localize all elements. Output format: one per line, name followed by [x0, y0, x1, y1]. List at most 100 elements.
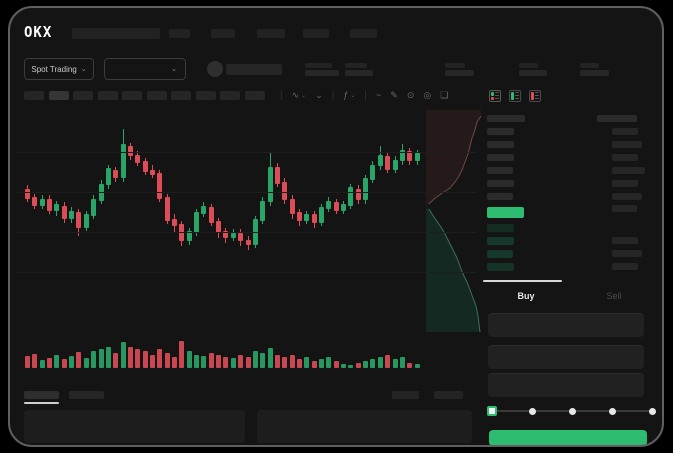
- candle-body: [282, 181, 288, 201]
- orderbook-ask-row[interactable]: [487, 167, 513, 174]
- timeframe-button[interactable]: [97, 91, 118, 100]
- volume-bar: [91, 351, 97, 368]
- indicators-icon[interactable]: ƒ ⌄: [343, 90, 356, 100]
- bottom-tab[interactable]: [69, 391, 104, 399]
- slider-stop[interactable]: [648, 408, 656, 415]
- candle-body: [76, 212, 82, 228]
- candle-body: [32, 197, 38, 206]
- orderbook-ask-row[interactable]: [487, 180, 514, 187]
- nav-menu-item[interactable]: [303, 29, 329, 38]
- place-order-button[interactable]: [489, 430, 647, 445]
- volume-bar: [179, 341, 185, 368]
- nav-menu-item[interactable]: [257, 29, 285, 38]
- candle-body: [399, 149, 405, 162]
- orderbook-bid-row[interactable]: [487, 263, 514, 271]
- candle-body: [311, 214, 317, 223]
- timeframe-button[interactable]: [244, 91, 265, 100]
- orderbook-header-price: [487, 115, 525, 122]
- volume-bar: [238, 355, 244, 368]
- order-amount-field[interactable]: [488, 345, 644, 369]
- timeframe-button[interactable]: [146, 91, 167, 100]
- slider-stop[interactable]: [568, 408, 576, 415]
- nav-menu-item[interactable]: [211, 29, 235, 38]
- timeframe-button[interactable]: [48, 91, 69, 100]
- camera-icon[interactable]: ⊙: [406, 89, 415, 100]
- chart-style-icon[interactable]: ∿ ⌄: [291, 89, 307, 100]
- volume-bar: [194, 355, 200, 368]
- candle-body: [363, 178, 369, 201]
- volume-bar: [392, 359, 398, 368]
- book-lines: [515, 92, 519, 100]
- candle-body: [319, 207, 324, 223]
- orderbook-view-all-icon[interactable]: [489, 90, 501, 102]
- candle-body: [296, 212, 302, 221]
- volume-bar: [149, 355, 155, 368]
- slider-stop[interactable]: [608, 408, 616, 415]
- tab-sell[interactable]: Sell: [606, 291, 622, 301]
- last-price-bar[interactable]: [487, 207, 524, 218]
- candle-body: [201, 205, 207, 215]
- chevron-down-icon: ⌄: [350, 92, 356, 99]
- nav-menu-item[interactable]: [169, 29, 190, 38]
- trade-tabs: Buy Sell: [482, 286, 658, 306]
- slider-stop[interactable]: [528, 408, 536, 415]
- orderbook-header-amount: [597, 115, 637, 122]
- volume-bar: [282, 357, 288, 368]
- volume-bar: [399, 357, 405, 368]
- orderbook-bid-row[interactable]: [487, 237, 514, 245]
- volume-bar: [385, 355, 391, 368]
- nav-search-placeholder[interactable]: [72, 28, 160, 39]
- timeframe-button[interactable]: [122, 91, 142, 100]
- candle-body: [370, 164, 376, 181]
- candle-body: [267, 166, 273, 203]
- candle-body: [54, 203, 60, 211]
- tab-buy[interactable]: Buy: [517, 291, 535, 301]
- market-type-selector[interactable]: Spot Trading ⌄: [24, 58, 94, 80]
- volume-bar: [414, 364, 420, 368]
- bottom-right-tab[interactable]: [434, 391, 463, 399]
- orderbook-view-asks-icon[interactable]: [529, 90, 541, 102]
- orderbook-bid-row[interactable]: [487, 224, 514, 232]
- volume-bar: [76, 352, 82, 368]
- candle-body: [120, 144, 126, 179]
- candle-body: [238, 232, 244, 242]
- fullscreen-icon[interactable]: ❏: [440, 89, 449, 100]
- order-total-field[interactable]: [488, 373, 644, 397]
- candle-body: [216, 220, 222, 233]
- timeframe-button[interactable]: [171, 91, 191, 100]
- orderbook-bid-amount: [612, 237, 638, 244]
- bottom-right-tab[interactable]: [392, 391, 419, 399]
- draw-icon[interactable]: ✎: [390, 89, 398, 100]
- app-root: OKX Spot Trading ⌄ ⌄ | ∿ ⌄ ⌄ | ƒ ⌄ | ~ ✎ ⊙ ◎ ❏: [10, 8, 662, 445]
- candle-body: [39, 198, 45, 206]
- timeframe-button[interactable]: [73, 91, 93, 100]
- orderbook-ask-row[interactable]: [487, 154, 514, 161]
- orderbook-ask-row[interactable]: [487, 193, 513, 200]
- timeframe-button[interactable]: [220, 91, 240, 100]
- slider-handle[interactable]: [487, 406, 497, 416]
- book-lines: [495, 92, 499, 100]
- bottom-tab[interactable]: [24, 391, 59, 399]
- volume-bar: [319, 359, 324, 368]
- alert-icon[interactable]: ◎: [423, 89, 432, 100]
- candle-body: [289, 198, 295, 215]
- timeframe-button[interactable]: [195, 91, 216, 100]
- orderbook-ask-row[interactable]: [487, 128, 514, 135]
- trendline-icon[interactable]: ~: [376, 90, 382, 100]
- volume-bar: [61, 359, 67, 368]
- timeframe-button[interactable]: [24, 91, 44, 100]
- ticker-stat-label: [445, 63, 465, 68]
- orderbook-ask-row[interactable]: [487, 141, 514, 148]
- orderbook-view-bids-icon[interactable]: [509, 90, 521, 102]
- order-price-field[interactable]: [488, 313, 644, 337]
- candle-body: [61, 205, 67, 220]
- orderbook-bid-amount: [612, 250, 642, 257]
- pair-name-placeholder: [226, 64, 282, 75]
- volume-bar: [355, 363, 361, 368]
- overlay-icon[interactable]: ⌄: [315, 89, 323, 100]
- nav-menu-item[interactable]: [350, 29, 377, 38]
- orderbook-bid-row[interactable]: [487, 250, 513, 258]
- pair-dropdown[interactable]: ⌄: [104, 58, 186, 80]
- book-color-column: [491, 92, 494, 100]
- candle-body: [47, 198, 53, 211]
